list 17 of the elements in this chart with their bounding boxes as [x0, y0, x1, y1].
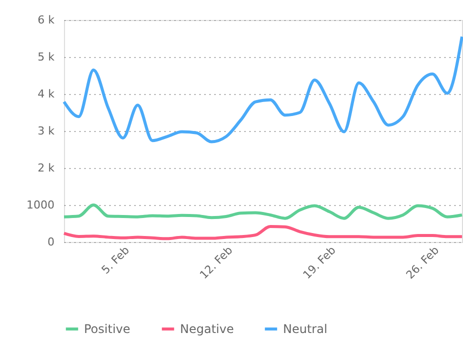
x-tick-label: 5. Feb [99, 244, 132, 277]
y-tick-label: 3 k [38, 124, 56, 138]
x-tick-label: 19. Feb [300, 244, 338, 282]
y-tick-label: 5 k [38, 50, 56, 64]
line-series [62, 35, 463, 144]
x-tick-label: 26. Feb [404, 244, 442, 282]
x-tick-label: 12. Feb [197, 244, 236, 282]
y-tick-label: 2 k [38, 162, 56, 174]
legend-label: Positive [84, 322, 130, 336]
y-tick-label: 1000 [26, 198, 54, 212]
legend-label: Negative [180, 322, 234, 336]
line-series [62, 204, 463, 220]
legend-label: Neutral [283, 322, 328, 336]
y-tick-label: 0 [48, 236, 54, 248]
line-series [62, 224, 463, 240]
y-tick-label: 6 k [38, 14, 56, 26]
y-tick-label: 4 k [38, 88, 56, 100]
